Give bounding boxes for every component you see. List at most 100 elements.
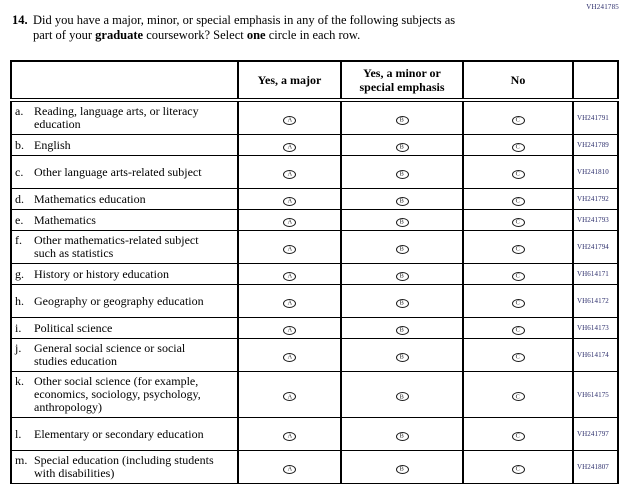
radio-yes-minor-or-special[interactable]: B <box>395 325 409 335</box>
radio-no[interactable]: C <box>511 115 525 125</box>
bubble-letter-b: B <box>399 353 405 361</box>
radio-yes-major[interactable]: A <box>283 244 296 254</box>
bubble-letter-a: A <box>287 143 292 151</box>
bubble-letter-a: A <box>287 170 292 178</box>
bubble-letter-a: A <box>287 432 292 440</box>
radio-yes-minor-or-special[interactable]: B <box>395 244 409 254</box>
bubble-letter-a: A <box>287 245 292 253</box>
radio-no[interactable]: C <box>511 169 525 179</box>
radio-no[interactable]: C <box>511 325 525 335</box>
radio-yes-minor-or-special[interactable]: B <box>395 431 409 441</box>
row-letter: c. <box>15 164 24 179</box>
table-row-f: f. Other mathematics-related subject such… <box>10 230 619 264</box>
radio-yes-major[interactable]: A <box>283 115 296 125</box>
question-bold-one: one <box>246 28 266 42</box>
row-label: Other language arts-related subject <box>34 164 202 179</box>
radio-yes-minor-or-special[interactable]: B <box>395 271 409 281</box>
row-letter: h. <box>15 293 24 308</box>
row-code: VH614174 <box>572 338 619 372</box>
row-letter: d. <box>15 191 24 206</box>
bubble-letter-c: C <box>515 326 521 334</box>
row-letter: i. <box>15 320 22 335</box>
question-line2-post: circle in each row. <box>265 28 361 42</box>
bubble-letter-c: C <box>515 353 521 361</box>
radio-no[interactable]: C <box>511 142 525 152</box>
bubble-letter-c: C <box>515 170 521 178</box>
header-blank <box>10 60 239 102</box>
table-row-e: e. Mathematics A B C VH241793 <box>10 209 619 231</box>
question-text: Did you have a major, minor, or special … <box>33 13 455 43</box>
table-row-d: d. Mathematics education A B C VH241792 <box>10 188 619 210</box>
bubble-letter-a: A <box>287 392 292 400</box>
row-code: VH241797 <box>572 417 619 451</box>
radio-no[interactable]: C <box>511 217 525 227</box>
question-14-table: Yes, a major Yes, a minor or special emp… <box>10 60 619 484</box>
row-letter: l. <box>15 426 22 441</box>
header-code-blank <box>572 60 619 102</box>
radio-yes-minor-or-special[interactable]: B <box>395 392 409 401</box>
radio-yes-major[interactable]: A <box>283 142 296 152</box>
bubble-letter-c: C <box>515 218 521 226</box>
radio-yes-major[interactable]: A <box>283 464 296 474</box>
row-label: Elementary or secondary education <box>34 426 204 441</box>
bubble-letter-b: B <box>399 116 405 124</box>
radio-yes-minor-or-special[interactable]: B <box>395 298 409 308</box>
radio-no[interactable]: C <box>511 464 525 474</box>
radio-yes-major[interactable]: A <box>283 217 296 227</box>
radio-yes-minor-or-special[interactable]: B <box>395 352 409 362</box>
question-line2-pre: part of your <box>33 28 96 42</box>
radio-no[interactable]: C <box>511 392 525 401</box>
row-letter: e. <box>15 212 24 227</box>
header-yes-major: Yes, a major <box>237 60 342 102</box>
radio-yes-major[interactable]: A <box>283 271 296 281</box>
row-code: VH241793 <box>572 209 619 231</box>
question-14: 14. Did you have a major, minor, or spec… <box>0 0 626 43</box>
bubble-letter-c: C <box>515 392 521 400</box>
row-code: VH614171 <box>572 263 619 285</box>
bubble-letter-b: B <box>399 392 405 400</box>
bubble-letter-a: A <box>287 116 292 124</box>
radio-yes-minor-or-special[interactable]: B <box>395 142 409 152</box>
bubble-letter-b: B <box>399 143 405 151</box>
radio-yes-major[interactable]: A <box>283 196 296 206</box>
row-letter: m. <box>15 453 28 467</box>
row-letter: j. <box>15 341 22 355</box>
radio-no[interactable]: C <box>511 352 525 362</box>
radio-yes-minor-or-special[interactable]: B <box>395 217 409 227</box>
radio-no[interactable]: C <box>511 244 525 254</box>
radio-yes-minor-or-special[interactable]: B <box>395 196 409 206</box>
radio-yes-major[interactable]: A <box>283 352 296 362</box>
bubble-letter-c: C <box>515 116 521 124</box>
row-code: VH614173 <box>572 317 619 339</box>
radio-yes-major[interactable]: A <box>283 431 296 441</box>
radio-yes-major[interactable]: A <box>283 169 296 179</box>
radio-yes-minor-or-special[interactable]: B <box>395 169 409 179</box>
bubble-letter-a: A <box>287 272 292 280</box>
table-row-m: m. Special education (including students … <box>10 450 619 484</box>
row-label: Special education (including students wi… <box>34 453 214 480</box>
table-row-i: i. Political science A B C VH614173 <box>10 317 619 339</box>
radio-no[interactable]: C <box>511 431 525 441</box>
radio-no[interactable]: C <box>511 298 525 308</box>
radio-no[interactable]: C <box>511 271 525 281</box>
radio-yes-minor-or-special[interactable]: B <box>395 115 409 125</box>
question-line2-mid: coursework? Select <box>143 28 247 42</box>
bubble-letter-b: B <box>399 272 405 280</box>
row-code: VH241794 <box>572 230 619 264</box>
row-code: VH241810 <box>572 155 619 189</box>
row-label: Other social science (for example, econo… <box>34 374 201 414</box>
radio-no[interactable]: C <box>511 196 525 206</box>
radio-yes-major[interactable]: A <box>283 392 296 401</box>
radio-yes-major[interactable]: A <box>283 298 296 308</box>
table-row-a: a. Reading, language arts, or literacy ed… <box>10 99 619 135</box>
row-label: Mathematics <box>34 212 96 227</box>
question-number: 14. <box>12 13 28 27</box>
radio-yes-major[interactable]: A <box>283 325 296 335</box>
bubble-letter-b: B <box>399 465 405 473</box>
radio-yes-minor-or-special[interactable]: B <box>395 464 409 474</box>
table-row-l: l. Elementary or secondary education A B … <box>10 417 619 451</box>
bubble-letter-c: C <box>515 432 521 440</box>
table-row-b: b. English A B C VH241789 <box>10 134 619 156</box>
row-label: Mathematics education <box>34 191 146 206</box>
